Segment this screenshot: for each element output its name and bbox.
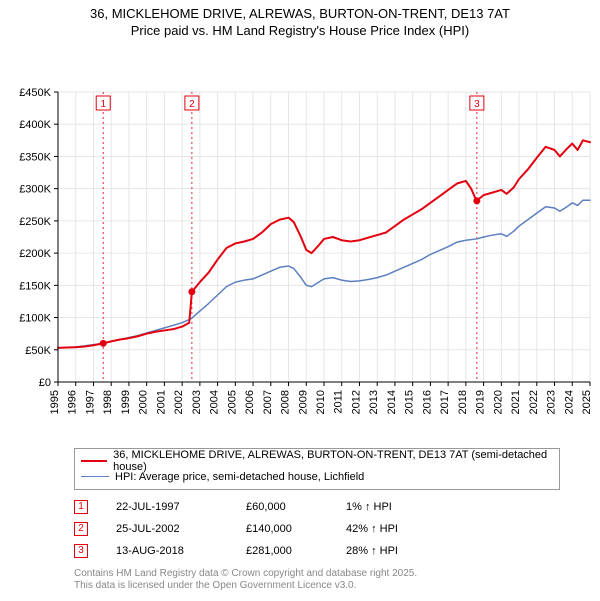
svg-text:2009: 2009	[297, 390, 309, 414]
svg-text:2024: 2024	[563, 390, 575, 414]
svg-text:2012: 2012	[350, 390, 362, 414]
svg-text:£150K: £150K	[19, 280, 51, 292]
title-line-1: 36, MICKLEHOME DRIVE, ALREWAS, BURTON-ON…	[0, 6, 600, 23]
svg-text:2021: 2021	[510, 390, 522, 414]
svg-text:2011: 2011	[333, 390, 345, 414]
svg-text:£400K: £400K	[19, 119, 51, 131]
svg-text:1997: 1997	[84, 390, 96, 414]
svg-text:1998: 1998	[102, 390, 114, 414]
legend-label-price-paid: 36, MICKLEHOME DRIVE, ALREWAS, BURTON-ON…	[113, 449, 553, 473]
svg-text:2006: 2006	[244, 390, 256, 414]
sales-row: 3 13-AUG-2018 £281,000 28% ↑ HPI	[74, 540, 560, 562]
svg-text:£250K: £250K	[19, 216, 51, 228]
svg-text:2016: 2016	[421, 390, 433, 414]
legend-label-hpi: HPI: Average price, semi-detached house,…	[115, 471, 364, 483]
svg-text:1999: 1999	[120, 390, 132, 414]
sale-diff: 28% ↑ HPI	[346, 545, 446, 557]
svg-text:2001: 2001	[155, 390, 167, 414]
sale-date: 13-AUG-2018	[116, 545, 246, 557]
sales-row: 1 22-JUL-1997 £60,000 1% ↑ HPI	[74, 496, 560, 518]
legend-swatch-price-paid	[81, 460, 107, 462]
svg-text:2018: 2018	[457, 390, 469, 414]
legend: 36, MICKLEHOME DRIVE, ALREWAS, BURTON-ON…	[74, 448, 560, 490]
svg-text:2010: 2010	[315, 390, 327, 414]
svg-text:3: 3	[474, 99, 480, 110]
svg-text:2025: 2025	[581, 390, 593, 414]
svg-text:2: 2	[189, 99, 195, 110]
sale-date: 22-JUL-1997	[116, 501, 246, 513]
sale-diff: 42% ↑ HPI	[346, 523, 446, 535]
marker-box-icon: 3	[74, 544, 88, 558]
title-line-2: Price paid vs. HM Land Registry's House …	[0, 23, 600, 40]
svg-text:2023: 2023	[546, 390, 558, 414]
footer-line-2: This data is licensed under the Open Gov…	[74, 580, 560, 593]
svg-text:2004: 2004	[209, 390, 221, 414]
svg-text:£450K: £450K	[19, 87, 51, 99]
marker-box-icon: 1	[74, 500, 88, 514]
svg-text:2019: 2019	[475, 390, 487, 414]
svg-text:2007: 2007	[262, 390, 274, 414]
svg-text:2014: 2014	[386, 390, 398, 414]
svg-text:2017: 2017	[439, 390, 451, 414]
legend-row-price-paid: 36, MICKLEHOME DRIVE, ALREWAS, BURTON-ON…	[81, 453, 553, 469]
sales-row: 2 25-JUL-2002 £140,000 42% ↑ HPI	[74, 518, 560, 540]
svg-text:£300K: £300K	[19, 183, 51, 195]
marker-number: 3	[78, 545, 84, 556]
svg-text:2005: 2005	[226, 390, 238, 414]
svg-text:£100K: £100K	[19, 312, 51, 324]
svg-text:£0: £0	[39, 377, 51, 389]
svg-text:£350K: £350K	[19, 151, 51, 163]
sale-price: £60,000	[246, 501, 346, 513]
svg-text:2015: 2015	[404, 390, 416, 414]
svg-text:£200K: £200K	[19, 248, 51, 260]
svg-text:2020: 2020	[492, 390, 504, 414]
sale-diff: 1% ↑ HPI	[346, 501, 446, 513]
chart-container: 36, MICKLEHOME DRIVE, ALREWAS, BURTON-ON…	[0, 0, 600, 593]
svg-text:1995: 1995	[49, 390, 61, 414]
legend-swatch-hpi	[81, 476, 109, 477]
footer-attribution: Contains HM Land Registry data © Crown c…	[74, 568, 560, 593]
svg-text:£50K: £50K	[25, 345, 51, 357]
sale-date: 25-JUL-2002	[116, 523, 246, 535]
svg-text:2008: 2008	[280, 390, 292, 414]
sale-price: £140,000	[246, 523, 346, 535]
marker-number: 1	[78, 501, 84, 512]
chart-svg: 1 2 3 £0 £50K £100K £150K £200K £250K £300K £350K £…	[0, 40, 600, 440]
chart-plot-area: 1 2 3 £0 £50K £100K £150K £200K £250K £300K £350K £…	[0, 40, 600, 440]
svg-text:2002: 2002	[173, 390, 185, 414]
marker-box-icon: 2	[74, 522, 88, 536]
sale-price: £281,000	[246, 545, 346, 557]
svg-text:2022: 2022	[528, 390, 540, 414]
svg-text:2003: 2003	[191, 390, 203, 414]
marker-number: 2	[78, 523, 84, 534]
chart-titles: 36, MICKLEHOME DRIVE, ALREWAS, BURTON-ON…	[0, 0, 600, 40]
svg-text:1: 1	[100, 99, 106, 110]
svg-text:1996: 1996	[67, 390, 79, 414]
svg-text:2000: 2000	[138, 390, 150, 414]
svg-text:2013: 2013	[368, 390, 380, 414]
footer-line-1: Contains HM Land Registry data © Crown c…	[74, 568, 560, 581]
sales-table: 1 22-JUL-1997 £60,000 1% ↑ HPI 2 25-JUL-…	[74, 496, 560, 562]
